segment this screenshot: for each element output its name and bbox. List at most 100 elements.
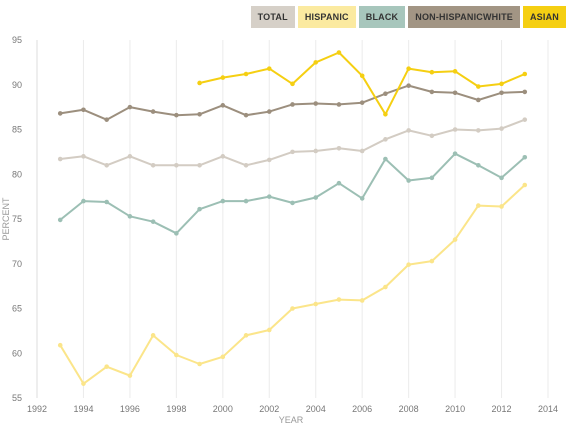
data-point-asian: [359, 73, 365, 79]
data-point-total: [81, 154, 86, 159]
data-point-total: [499, 126, 504, 131]
x-tick-label: 1998: [166, 404, 186, 414]
grid-lines: [36, 40, 549, 398]
data-point-total: [452, 127, 458, 132]
data-point-total: [429, 133, 435, 139]
legend-item-non-hispanicwhite[interactable]: NON-HISPANICWHITE: [408, 6, 520, 28]
data-point-non-hispanicwhite: [266, 109, 272, 114]
data-point-hispanic: [476, 203, 481, 208]
data-point-black: [499, 175, 504, 181]
x-tick-label: 2004: [306, 404, 326, 414]
data-point-black: [197, 206, 202, 212]
legend-item-black[interactable]: BLACK: [358, 6, 406, 28]
data-point-total: [406, 128, 411, 133]
y-tick-label: 90: [12, 80, 22, 90]
data-point-non-hispanicwhite: [383, 91, 388, 96]
series-black: [57, 151, 528, 236]
data-point-hispanic: [383, 284, 388, 290]
data-point-black: [127, 214, 133, 219]
data-point-black: [104, 199, 109, 205]
x-tick-label: 2012: [492, 404, 512, 414]
data-point-asian: [336, 50, 342, 55]
data-point-black: [150, 219, 156, 224]
y-tick-label: 95: [12, 35, 22, 45]
y-tick-label: 65: [12, 304, 22, 314]
data-point-asian: [499, 81, 504, 87]
data-point-black: [81, 198, 86, 204]
data-point-total: [476, 128, 481, 133]
data-point-non-hispanicwhite: [336, 102, 342, 107]
y-tick-label: 70: [12, 259, 22, 269]
data-point-asian: [197, 80, 202, 86]
data-point-black: [522, 154, 528, 160]
data-point-total: [197, 163, 202, 168]
data-point-asian: [313, 60, 319, 65]
data-point-total: [220, 154, 226, 159]
x-tick-label: 2008: [399, 404, 419, 414]
data-point-hispanic: [429, 258, 435, 264]
data-point-hispanic: [499, 204, 504, 209]
x-tick-label: 2000: [213, 404, 233, 414]
data-point-non-hispanicwhite: [290, 102, 295, 107]
y-tick-label: 85: [12, 125, 22, 135]
data-point-non-hispanicwhite: [452, 90, 458, 96]
data-point-non-hispanicwhite: [243, 112, 249, 118]
data-point-total: [127, 154, 133, 159]
x-tick-label: 2006: [352, 404, 372, 414]
data-point-non-hispanicwhite: [429, 89, 435, 95]
data-point-total: [266, 157, 272, 163]
data-point-total: [104, 163, 109, 168]
x-axis-title: YEAR: [279, 415, 304, 425]
data-point-black: [429, 175, 435, 181]
data-point-non-hispanicwhite: [313, 101, 319, 106]
data-point-asian: [243, 71, 249, 77]
series-group: [57, 50, 528, 386]
legend-item-total[interactable]: TOTAL: [250, 6, 295, 28]
data-point-hispanic: [57, 342, 63, 348]
x-tick-label: 1996: [120, 404, 140, 414]
y-tick-label: 55: [12, 393, 22, 403]
data-point-hispanic: [336, 297, 342, 302]
series-hispanic: [57, 182, 528, 386]
data-point-asian: [429, 69, 435, 75]
data-point-black: [476, 163, 481, 168]
x-tick-label: 1994: [73, 404, 93, 414]
data-point-hispanic: [174, 352, 179, 358]
legend-item-hispanic[interactable]: HISPANIC: [297, 6, 356, 28]
data-point-total: [383, 137, 388, 142]
data-point-black: [220, 198, 226, 204]
data-point-black: [313, 195, 319, 200]
data-point-non-hispanicwhite: [406, 83, 411, 88]
data-point-hispanic: [127, 373, 133, 378]
data-point-total: [57, 156, 63, 162]
legend-item-asian[interactable]: ASIAN: [522, 6, 566, 28]
data-point-non-hispanicwhite: [104, 117, 109, 122]
series-asian: [197, 50, 528, 117]
data-point-black: [290, 200, 295, 206]
x-tick-label: 2014: [538, 404, 558, 414]
data-point-hispanic: [266, 327, 272, 333]
data-point-hispanic: [452, 237, 458, 242]
data-point-total: [243, 163, 249, 168]
data-point-asian: [290, 81, 295, 87]
x-tick-label: 1992: [27, 404, 47, 414]
data-point-non-hispanicwhite: [57, 111, 63, 116]
data-point-hispanic: [81, 381, 86, 386]
y-tick-label: 75: [12, 214, 22, 224]
data-point-asian: [220, 75, 226, 80]
x-tick-label: 2010: [445, 404, 465, 414]
y-axis-ticks: 55 60 65 70 75 80 85 90 95: [12, 35, 22, 403]
data-point-total: [359, 148, 365, 154]
data-point-non-hispanicwhite: [174, 112, 179, 118]
data-point-non-hispanicwhite: [150, 109, 156, 114]
series-non-hispanicwhite: [57, 83, 528, 122]
data-point-non-hispanicwhite: [499, 90, 504, 96]
data-point-hispanic: [406, 262, 411, 267]
data-point-hispanic: [104, 364, 109, 369]
data-point-black: [57, 217, 63, 223]
data-point-non-hispanicwhite: [359, 100, 365, 105]
data-point-asian: [383, 111, 388, 117]
data-point-total: [290, 149, 295, 155]
data-point-non-hispanicwhite: [522, 89, 528, 95]
data-point-non-hispanicwhite: [220, 103, 226, 108]
